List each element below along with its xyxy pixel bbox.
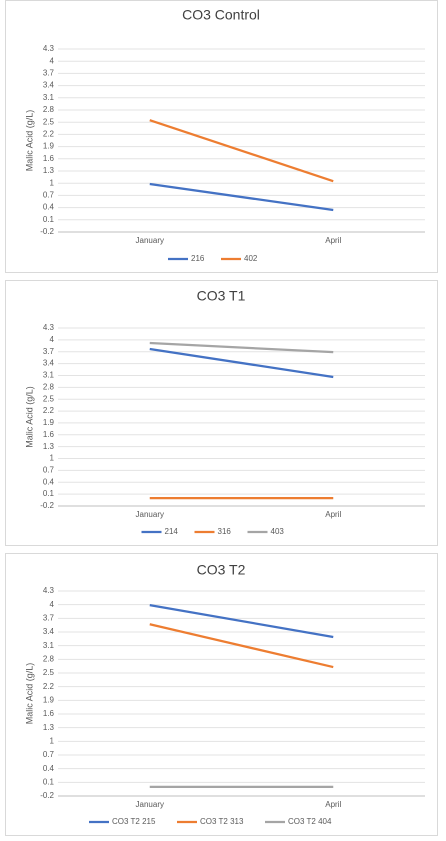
y-tick-label: 2.5	[43, 394, 55, 403]
y-tick-label: 1.3	[43, 442, 55, 451]
y-axis-title: Malic Acid (g/L)	[24, 663, 34, 725]
x-tick-label: April	[325, 236, 341, 245]
legend-label: 316	[218, 527, 232, 536]
y-tick-label: 3.7	[43, 613, 55, 622]
y-tick-label: 4	[50, 56, 55, 65]
y-tick-label: 1.6	[43, 430, 55, 439]
chart-title: CO3 T2	[197, 562, 246, 578]
y-tick-label: 1	[50, 178, 55, 187]
legend-label: 214	[165, 527, 179, 536]
y-tick-label: 3.7	[43, 69, 55, 78]
y-tick-label: 3.1	[43, 641, 55, 650]
series-line	[149, 623, 334, 669]
series-line	[149, 604, 334, 639]
legend-label: CO3 T2 313	[200, 817, 244, 826]
legend-label: 403	[271, 527, 285, 536]
y-tick-label: -0.2	[40, 791, 54, 800]
y-tick-label: 1	[50, 736, 55, 745]
y-tick-label: 2.5	[43, 117, 55, 126]
series-line	[149, 341, 334, 354]
y-tick-label: 4	[50, 600, 55, 609]
y-tick-label: 3.4	[43, 81, 55, 90]
chart-title: CO3 T1	[197, 288, 246, 304]
chart-title: CO3 Control	[182, 7, 260, 23]
y-tick-label: 4.3	[43, 44, 55, 53]
y-tick-label: -0.2	[40, 227, 54, 236]
y-tick-label: -0.2	[40, 501, 54, 510]
y-tick-label: 3.4	[43, 627, 55, 636]
y-tick-label: 4.3	[43, 323, 55, 332]
chart-frame	[5, 553, 438, 836]
y-tick-label: 3.1	[43, 93, 55, 102]
legend-label: 402	[244, 254, 258, 263]
y-tick-label: 2.8	[43, 382, 55, 391]
y-axis-title: Malic Acid (g/L)	[24, 110, 34, 172]
y-tick-label: 0.7	[43, 750, 55, 759]
y-tick-label: 0.4	[43, 764, 55, 773]
x-tick-label: April	[325, 800, 341, 809]
y-tick-label: 4	[50, 335, 55, 344]
y-tick-label: 2.5	[43, 668, 55, 677]
chart-frame	[5, 280, 438, 546]
y-tick-label: 1.9	[43, 418, 55, 427]
y-tick-label: 2.2	[43, 406, 55, 415]
y-tick-label: 2.8	[43, 105, 55, 114]
x-tick-label: April	[325, 510, 341, 519]
series-line	[149, 347, 334, 379]
y-tick-label: 1.3	[43, 166, 55, 175]
legend-label: 216	[191, 254, 205, 263]
x-tick-label: January	[136, 510, 164, 519]
y-tick-label: 4.3	[43, 586, 55, 595]
legend-label: CO3 T2 215	[112, 817, 156, 826]
y-tick-label: 0.1	[43, 489, 55, 498]
y-tick-label: 0.1	[43, 215, 55, 224]
chart-frame	[5, 0, 438, 273]
y-tick-label: 0.4	[43, 203, 55, 212]
y-tick-label: 3.1	[43, 371, 55, 380]
y-tick-label: 3.7	[43, 347, 55, 356]
y-tick-label: 1.6	[43, 154, 55, 163]
y-tick-label: 0.7	[43, 191, 55, 200]
x-tick-label: January	[136, 800, 164, 809]
legend-label: CO3 T2 404	[288, 817, 332, 826]
y-tick-label: 1.6	[43, 709, 55, 718]
y-tick-label: 3.4	[43, 359, 55, 368]
y-tick-label: 0.4	[43, 477, 55, 486]
y-tick-label: 2.2	[43, 682, 55, 691]
y-tick-label: 2.2	[43, 130, 55, 139]
series-line	[149, 119, 334, 183]
series-line	[149, 182, 334, 212]
y-tick-label: 2.8	[43, 654, 55, 663]
y-axis-title: Malic Acid (g/L)	[24, 386, 34, 448]
y-tick-label: 0.7	[43, 466, 55, 475]
x-tick-label: January	[136, 236, 164, 245]
y-tick-label: 1.9	[43, 142, 55, 151]
y-tick-label: 0.1	[43, 777, 55, 786]
y-tick-label: 1.3	[43, 723, 55, 732]
y-tick-label: 1.9	[43, 695, 55, 704]
y-tick-label: 1	[50, 454, 55, 463]
